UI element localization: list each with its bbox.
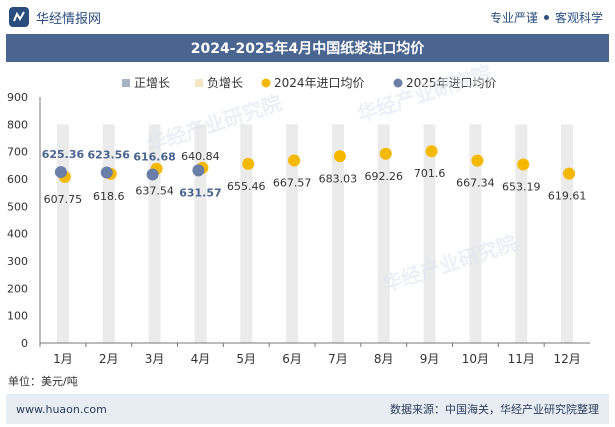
background-bar bbox=[240, 124, 253, 343]
legend-swatch-positive bbox=[122, 79, 130, 87]
point-2024 bbox=[333, 150, 346, 163]
data-label-2024: 653.19 bbox=[502, 180, 541, 193]
background-bar bbox=[194, 124, 207, 343]
x-tick-label: 3月 bbox=[145, 352, 165, 366]
watermark: 华经产业研究院 bbox=[144, 91, 285, 157]
unit-label: 单位：美元/吨 bbox=[8, 375, 78, 388]
tagline-dot-icon bbox=[543, 14, 549, 20]
y-tick-label: 100 bbox=[7, 310, 28, 323]
point-2024 bbox=[288, 154, 301, 167]
y-tick-label: 400 bbox=[7, 228, 28, 241]
legend-marker-2024 bbox=[261, 78, 271, 88]
data-label-2024: 701.6 bbox=[414, 167, 446, 180]
data-label-2025: 616.68 bbox=[133, 150, 175, 163]
footer-website: www.huaon.com bbox=[16, 402, 107, 416]
legend-swatch-negative bbox=[195, 79, 203, 87]
footer: www.huaon.com 数据来源：中国海关，华经产业研究院整理 bbox=[6, 394, 609, 424]
legend-label: 负增长 bbox=[207, 76, 243, 90]
top-bar: 华经情报网 专业严谨 客观科学 bbox=[0, 0, 615, 34]
x-tick-label: 8月 bbox=[374, 352, 394, 366]
brand: 华经情报网 bbox=[8, 6, 101, 28]
data-label-2025: 625.36 bbox=[42, 148, 85, 161]
data-label-2024: 667.57 bbox=[273, 177, 312, 190]
brand-logo-icon bbox=[9, 7, 29, 27]
background-bar bbox=[377, 124, 390, 343]
x-tick-label: 6月 bbox=[282, 352, 302, 366]
point-2025 bbox=[146, 168, 159, 181]
x-tick-label: 5月 bbox=[236, 352, 256, 366]
x-tick-label: 2月 bbox=[99, 352, 119, 366]
tagline-left: 专业严谨 bbox=[489, 10, 538, 25]
x-tick-label: 9月 bbox=[420, 352, 440, 366]
background-bar bbox=[515, 124, 528, 343]
tagline-right: 客观科学 bbox=[554, 10, 603, 25]
y-tick-label: 0 bbox=[21, 337, 28, 350]
data-label-2024: 683.03 bbox=[319, 172, 358, 185]
x-tick-label: 1月 bbox=[53, 352, 73, 366]
data-label-2024: 619.61 bbox=[548, 190, 587, 203]
point-2025 bbox=[192, 164, 205, 177]
data-label-2024: 607.75 bbox=[44, 193, 83, 206]
point-2024 bbox=[517, 158, 530, 171]
y-tick-label: 500 bbox=[7, 200, 28, 213]
x-tick-label: 4月 bbox=[191, 352, 211, 366]
legend-label: 正增长 bbox=[134, 76, 170, 90]
data-label-2024: 655.46 bbox=[227, 180, 266, 193]
point-2024 bbox=[425, 145, 438, 158]
chart-title: 2024-2025年4月中国纸浆进口均价 bbox=[6, 34, 609, 62]
background-bar bbox=[331, 124, 344, 343]
y-tick-label: 600 bbox=[7, 173, 28, 186]
y-tick-label: 900 bbox=[7, 91, 28, 104]
x-tick-label: 10月 bbox=[462, 352, 489, 366]
background-bar bbox=[561, 124, 574, 343]
data-label-2024: 637.54 bbox=[135, 185, 174, 198]
background-bar bbox=[423, 124, 436, 343]
y-tick-label: 700 bbox=[7, 146, 28, 159]
point-2024 bbox=[471, 154, 484, 167]
x-tick-label: 11月 bbox=[508, 352, 535, 366]
background-bar bbox=[469, 124, 482, 343]
data-label-2025: 631.57 bbox=[179, 186, 221, 199]
data-label-2024: 618.6 bbox=[93, 190, 125, 203]
point-2025 bbox=[54, 166, 67, 179]
watermark: 华经产业研究院 bbox=[379, 231, 520, 297]
background-bar bbox=[286, 124, 299, 343]
y-tick-label: 200 bbox=[7, 282, 28, 295]
tagline: 专业严谨 客观科学 bbox=[490, 9, 603, 26]
data-label-2024: 692.26 bbox=[365, 170, 404, 183]
watermark: 华经产业研究院 bbox=[354, 62, 495, 127]
point-2024 bbox=[379, 147, 392, 160]
data-label-2024: 667.34 bbox=[456, 177, 495, 190]
x-tick-label: 7月 bbox=[328, 352, 348, 366]
chart: 正增长 负增长 2024年进口均价 2025年进口均价 0 100 200 300 400 500… bbox=[7, 62, 590, 366]
y-tick-label: 300 bbox=[7, 255, 28, 268]
brand-name: 华经情报网 bbox=[36, 11, 102, 27]
y-tick-label: 800 bbox=[7, 118, 28, 131]
legend-label: 2025年进口均价 bbox=[406, 76, 497, 90]
data-label-2025: 623.56 bbox=[88, 149, 131, 162]
data-label-2024: 640.84 bbox=[181, 150, 220, 163]
footer-source: 数据来源：中国海关，华经产业研究院整理 bbox=[390, 403, 599, 416]
legend-label: 2024年进口均价 bbox=[274, 76, 365, 90]
point-2024 bbox=[563, 167, 576, 180]
point-2025 bbox=[100, 166, 113, 179]
legend-marker-2025 bbox=[393, 78, 403, 88]
point-2024 bbox=[242, 157, 255, 170]
x-tick-label: 12月 bbox=[553, 352, 580, 366]
